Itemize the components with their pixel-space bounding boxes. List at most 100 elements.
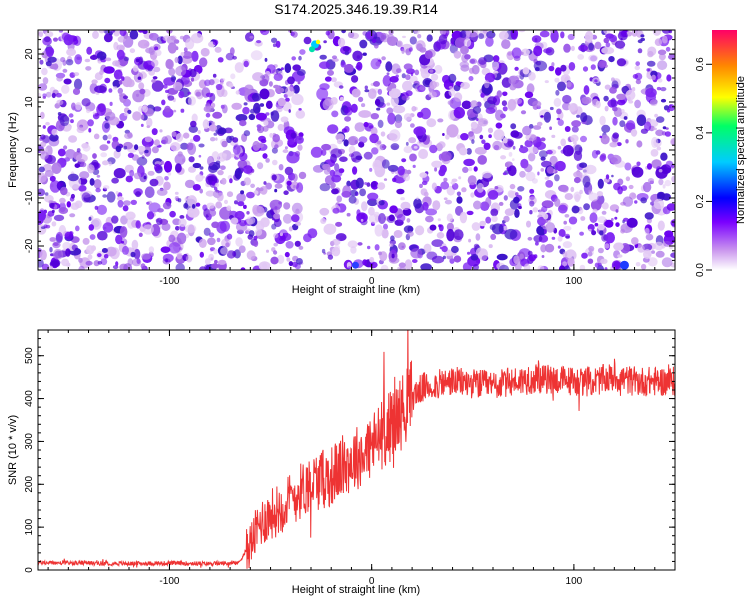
speckle <box>68 113 74 118</box>
speckle <box>187 96 196 106</box>
speckle <box>494 186 499 190</box>
speckle <box>337 37 346 48</box>
speckle <box>63 34 74 46</box>
speckle <box>49 246 53 253</box>
speckle <box>636 140 643 148</box>
speckle <box>610 154 622 165</box>
speckle <box>271 37 278 43</box>
speckle <box>348 195 357 204</box>
y-tick-label: -20 <box>24 238 35 253</box>
speckle <box>432 200 441 211</box>
speckle <box>583 85 590 95</box>
speckle <box>119 30 127 37</box>
speckle <box>394 120 402 129</box>
speckle <box>108 161 112 167</box>
speckle <box>490 233 497 240</box>
speckle <box>448 86 453 89</box>
speckle <box>132 111 142 121</box>
speckle <box>103 33 113 43</box>
speckle <box>123 145 128 150</box>
speckle <box>637 39 643 44</box>
speckle <box>412 164 416 168</box>
speckle <box>39 249 47 261</box>
speckle <box>491 223 504 235</box>
speckle <box>644 227 650 235</box>
speckle <box>459 30 467 39</box>
speckle <box>352 50 363 62</box>
speckle <box>362 52 367 56</box>
speckle <box>557 119 564 126</box>
speckle <box>533 125 542 130</box>
speckle <box>211 221 220 229</box>
speckle <box>540 137 546 142</box>
speckle <box>78 185 87 192</box>
speckle <box>39 59 44 65</box>
speckle <box>522 125 532 136</box>
speckle <box>603 30 611 35</box>
speckle <box>455 81 462 86</box>
speckle <box>374 98 381 106</box>
speckle <box>520 110 527 115</box>
speckle <box>429 144 438 154</box>
speckle <box>518 30 526 33</box>
speckle <box>557 145 562 150</box>
speckle <box>400 201 411 211</box>
speckle <box>438 34 448 45</box>
speckle <box>381 228 389 239</box>
speckle <box>351 88 361 98</box>
speckle <box>69 213 76 218</box>
speckle <box>298 108 302 111</box>
speckle <box>653 241 664 251</box>
speckle <box>191 113 198 123</box>
speckle <box>137 76 142 80</box>
speckle <box>58 207 69 214</box>
speckle <box>528 146 539 154</box>
speckle <box>570 134 579 143</box>
speckle <box>388 257 400 264</box>
speckle <box>86 245 95 255</box>
speckle <box>603 37 610 44</box>
speckle <box>293 84 300 94</box>
speckle <box>527 250 533 256</box>
speckle <box>151 128 158 136</box>
speckle <box>151 80 164 92</box>
speckle <box>403 173 410 182</box>
speckle <box>310 146 323 158</box>
speckle <box>52 241 61 249</box>
speckle <box>512 145 516 150</box>
speckle <box>168 242 181 254</box>
speckle <box>492 61 500 71</box>
speckle <box>243 204 247 209</box>
speckle <box>44 31 54 38</box>
speckle <box>322 163 331 170</box>
speckle <box>601 46 615 55</box>
speckle <box>518 205 522 210</box>
speckle <box>617 99 626 106</box>
speckle <box>263 181 267 185</box>
speckle <box>76 148 81 153</box>
speckle <box>502 137 508 144</box>
speckle <box>562 241 573 249</box>
speckle <box>470 253 479 261</box>
speckle <box>230 153 235 158</box>
speckle <box>597 224 605 231</box>
speckle <box>611 80 619 89</box>
speckle <box>461 187 467 193</box>
speckle <box>423 191 429 197</box>
colorbar-tick-label: 0.4 <box>695 125 706 139</box>
speckle <box>359 188 366 197</box>
speckle <box>265 100 273 110</box>
speckle <box>408 47 413 52</box>
speckle <box>130 251 136 258</box>
speckle <box>40 141 47 147</box>
speckle <box>98 30 105 34</box>
speckle <box>368 206 375 216</box>
speckle <box>656 86 662 91</box>
speckle <box>199 251 204 258</box>
speckle <box>182 51 193 59</box>
speckle <box>116 44 125 51</box>
speckle <box>625 139 629 144</box>
speckle <box>141 253 152 260</box>
speckle <box>286 257 291 262</box>
